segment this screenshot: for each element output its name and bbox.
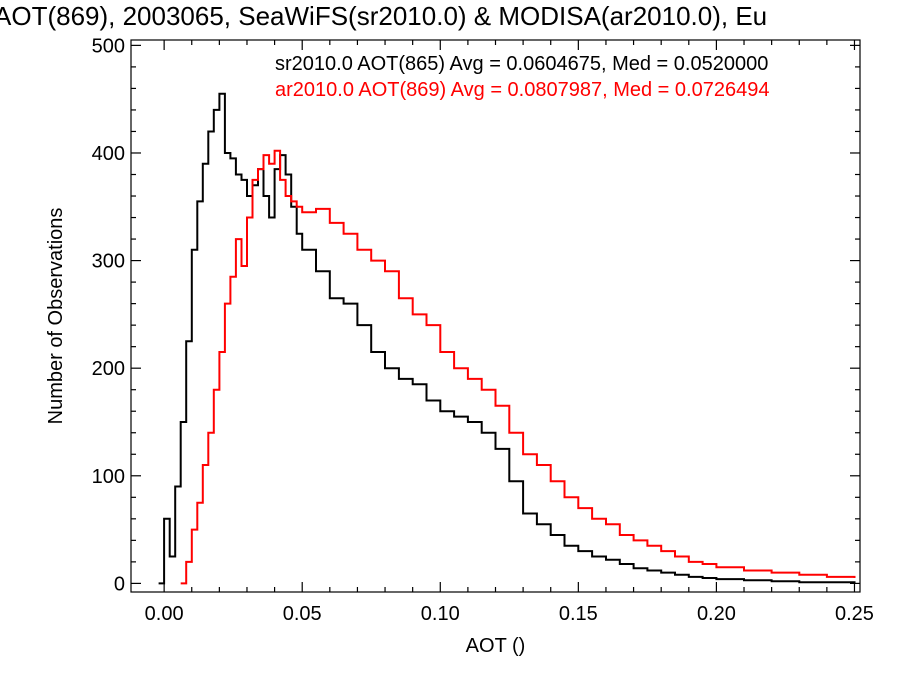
x-tick-label: 0.20 (697, 603, 736, 625)
y-tick-label: 300 (92, 251, 125, 273)
series-line-sr2010 (158, 92, 856, 585)
legend-entry-ar2010: ar2010.0 AOT(869) Avg = 0.0807987, Med =… (275, 79, 770, 101)
tick-layer: 0.00 0.05 0.10 0.15 0.20 0.25 0 100 200 300 400 500 (92, 35, 874, 625)
x-tick-label: 0.15 (559, 603, 598, 625)
plot-frame (130, 39, 861, 593)
x-tick-label: 0.25 (835, 603, 874, 625)
x-tick-label: 0.10 (421, 603, 460, 625)
chart-title: AOT(869), 2003065, SeaWiFS(sr2010.0) & M… (0, 1, 768, 31)
y-tick-label: 200 (92, 358, 125, 380)
series-line-ar2010 (180, 149, 856, 585)
x-tick-label: 0.05 (283, 603, 322, 625)
y-tick-label: 500 (92, 35, 125, 57)
y-tick-label: 100 (92, 466, 125, 488)
series-layer (158, 92, 856, 585)
x-axis-label: AOT () (466, 635, 526, 657)
y-axis-label: Number of Observations (45, 208, 67, 425)
x-tick-label: 0.00 (145, 603, 184, 625)
y-tick-label: 400 (92, 143, 125, 165)
legend-entry-sr2010: sr2010.0 AOT(865) Avg = 0.0604675, Med =… (275, 53, 769, 75)
y-tick-label: 0 (114, 573, 125, 595)
